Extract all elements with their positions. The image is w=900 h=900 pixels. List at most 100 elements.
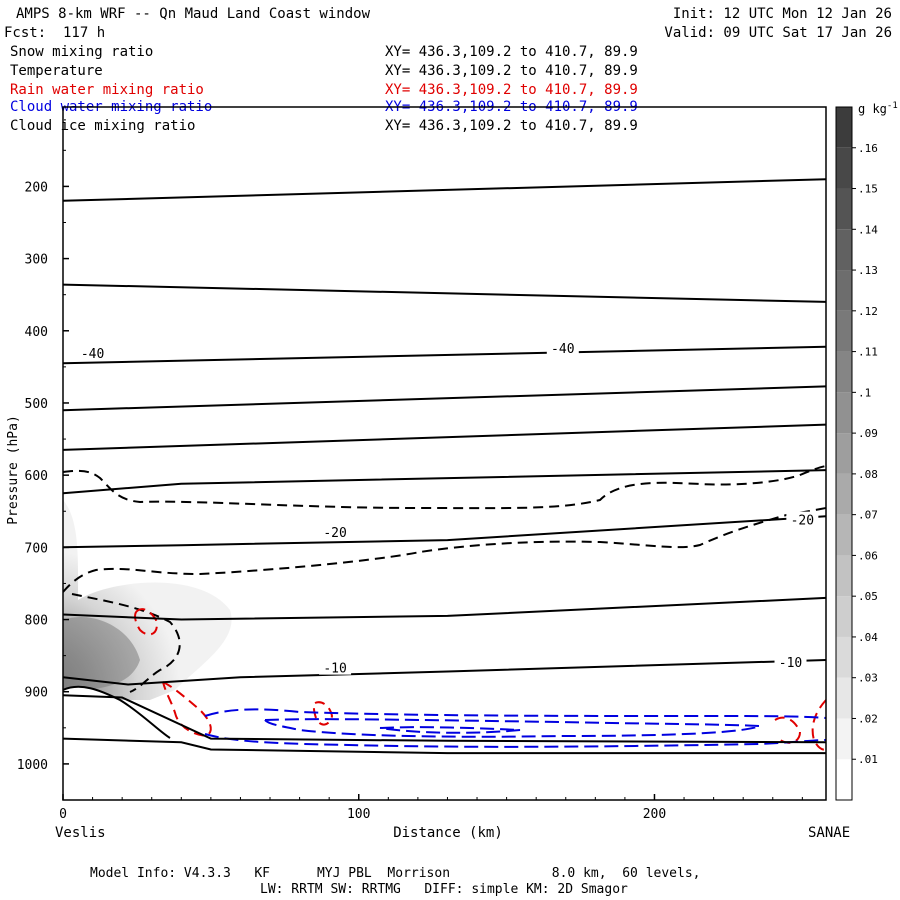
x-axis-label: Distance (km) (393, 825, 503, 841)
temp-label-bg (319, 523, 352, 539)
colorbar-cell (836, 270, 852, 311)
temp-label-bg (319, 659, 352, 675)
temp-label-bg (786, 511, 819, 527)
isotherm-7 (63, 596, 826, 621)
plot-frame (62, 106, 827, 801)
snow-shading-core (63, 616, 140, 690)
colorbar-frame (835, 106, 853, 801)
init-time: Init: 12 UTC Mon 12 Jan 26 (672, 6, 892, 22)
temperature-labels: -40 -40 -20 -20 -10 -10 (76, 339, 819, 677)
rain-contour-a (134, 608, 158, 636)
colorbar-label-.15: .15 (858, 183, 878, 196)
legend-name-temp: Temperature (10, 63, 103, 79)
y-tick-label-500: 500 (25, 397, 48, 412)
legend-xy-snow: XY= 436.3,109.2 to 410.7, 89.9 (385, 44, 638, 60)
isotherm-6 (63, 515, 826, 549)
colorbar-cell (836, 351, 852, 393)
colorbar-label-.08: .08 (858, 468, 878, 481)
colorbar-label-.06: .06 (858, 549, 878, 562)
colorbar-cell (836, 392, 852, 434)
cloud-water-contour-small (379, 726, 521, 734)
x-tick-label-0: 0 (59, 807, 67, 822)
cloud-water-contour-bottom (204, 733, 826, 748)
colorbar-label-.14: .14 (858, 223, 878, 236)
y-tick-label-700: 700 (25, 541, 48, 556)
x-label-end: SANAE (808, 825, 850, 841)
temp-label-bg (76, 344, 109, 360)
temp-label-3: -20 (791, 514, 814, 529)
isotherm-5 (63, 469, 826, 495)
temp-label-1: -40 (551, 342, 574, 357)
isotherm-4 (63, 423, 826, 451)
colorbar-cell (836, 596, 852, 637)
colorbar-cell (836, 310, 852, 352)
temp-label-4: -10 (323, 662, 346, 677)
temp-label-5: -10 (779, 656, 802, 671)
colorbar-label-.09: .09 (858, 427, 878, 440)
colorbar-cell (836, 147, 852, 189)
chart-title: AMPS 8-km WRF -- Qn Maud Land Coast wind… (16, 6, 371, 22)
terrain-mask (63, 686, 826, 800)
colorbar-label-.13: .13 (858, 264, 878, 277)
rain-contour-b (162, 681, 212, 738)
y-tick-label-1000: 1000 (17, 758, 48, 773)
colorbar-cell (836, 718, 852, 760)
temp-label-2: -20 (323, 526, 346, 541)
legend-name-rain: Rain water mixing ratio (10, 82, 204, 98)
colorbar-cell (836, 514, 852, 556)
colorbar-cell (836, 759, 852, 800)
colorbar-cell (836, 677, 852, 719)
model-info-line1: Model Info: V4.3.3 KF MYJ PBL Morrison 8… (90, 866, 701, 881)
colorbar-label-.04: .04 (858, 631, 878, 644)
legend-name-snow: Snow mixing ratio (10, 44, 154, 60)
cloud-ice-contour-lower (63, 507, 826, 593)
rain-contour-d (774, 716, 802, 744)
colorbar-cell (836, 229, 852, 271)
colorbar-label-.01: .01 (858, 753, 878, 766)
valid-time: Valid: 09 UTC Sat 17 Jan 26 (664, 25, 892, 41)
rain-contour-c (312, 701, 334, 726)
rain-contour-e (811, 699, 826, 751)
x-tick-label-200: 200 (643, 807, 666, 822)
forecast-hour: Fcst: 117 h (4, 25, 106, 41)
colorbar-label-.1: .1 (858, 386, 871, 399)
terrain-surface (63, 685, 171, 739)
isotherm-10 (63, 737, 826, 755)
x-axis: 0 100 200 (59, 794, 803, 822)
cloud-water-contour-inner (264, 718, 761, 738)
y-axis-label: Pressure (hPa) (6, 415, 21, 525)
colorbar: .01 .02 .03 .04 .05 .06 .07 .08 .09 .1 .11 .12 .13 .1… (835, 106, 878, 801)
y-tick-label-300: 300 (25, 253, 48, 268)
y-tick-label-600: 600 (25, 469, 48, 484)
y-tick-label-900: 900 (25, 686, 48, 701)
colorbar-label-.16: .16 (858, 142, 878, 155)
isotherm-9 (63, 694, 826, 744)
colorbar-cell (836, 636, 852, 678)
cloud-ice-contour-upper (63, 465, 826, 510)
isotherm-3 (63, 385, 826, 412)
colorbar-label-.02: .02 (858, 712, 878, 725)
cloud-water-contour-outer (204, 708, 826, 719)
colorbar-cell (836, 473, 852, 515)
y-tick-label-800: 800 (25, 614, 48, 629)
colorbar-label-.07: .07 (858, 509, 878, 522)
legend-xy-rain: XY= 436.3,109.2 to 410.7, 89.9 (385, 82, 638, 98)
isotherm-0 (63, 178, 826, 202)
temp-label-bg (546, 339, 579, 355)
colorbar-cell (836, 433, 852, 474)
legend-name-cloudice: Cloud ice mixing ratio (10, 118, 196, 134)
colorbar-label-.11: .11 (858, 346, 878, 359)
temp-label-bg (774, 653, 807, 669)
colorbar-label-.12: .12 (858, 305, 878, 318)
x-label-start: Veslis (55, 825, 106, 841)
legend-xy-cloudice: XY= 436.3,109.2 to 410.7, 89.9 (385, 118, 638, 134)
x-tick-label-100: 100 (347, 807, 370, 822)
colorbar-cell (836, 188, 852, 230)
colorbar-cell (836, 107, 852, 148)
colorbar-cell (836, 555, 852, 597)
model-info-line2: LW: RRTM SW: RRTMG DIFF: simple KM: 2D S… (260, 882, 628, 897)
cloud-ice-contour-low-left (71, 593, 181, 693)
isotherm-8 (63, 659, 826, 686)
colorbar-label-.03: .03 (858, 672, 878, 685)
